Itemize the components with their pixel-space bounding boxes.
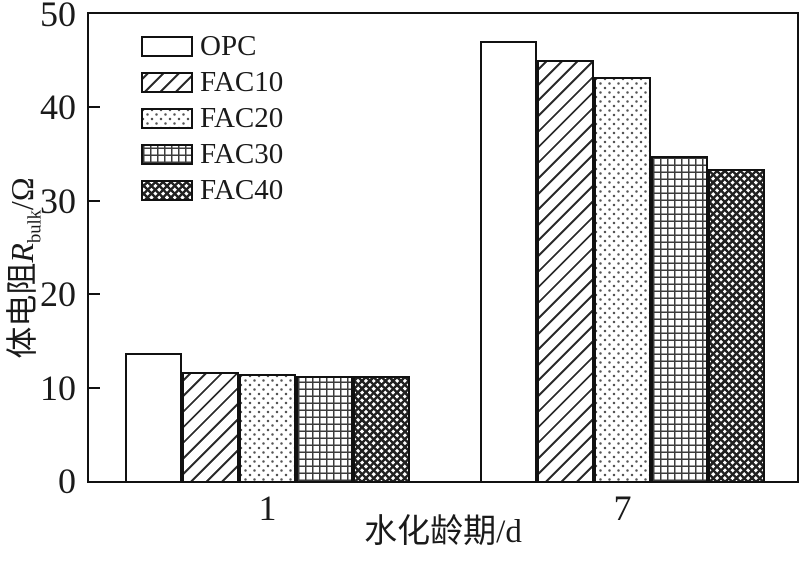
legend-label-fac20: FAC20 [200, 102, 284, 134]
y-tick-mark-30 [89, 199, 100, 202]
legend-item-opc: OPC [141, 28, 283, 64]
legend-label-fac30: FAC30 [200, 138, 284, 170]
legend: OPC FAC10 FAC20 FAC30 FAC40 [141, 28, 283, 208]
y-axis-title-symbol: R [4, 243, 40, 263]
legend-swatch-fac30 [141, 143, 193, 165]
legend-swatch-fac20 [141, 107, 193, 129]
bar-fac10-7 [537, 60, 594, 481]
y-tick-label-40: 40 [40, 87, 76, 128]
bar-fac30-7 [651, 156, 708, 481]
x-tick-label-7: 7 [613, 488, 632, 528]
legend-swatch-fac40 [141, 179, 193, 201]
y-axis-title-subscript: bulk [24, 210, 46, 244]
y-axis-title: 体电阻Rbulk/Ω [0, 118, 46, 418]
legend-item-fac30: FAC30 [141, 136, 283, 172]
y-tick-label-0: 0 [58, 461, 76, 501]
y-tick-mark-40 [89, 106, 100, 109]
bar-fac20-7 [594, 77, 651, 481]
legend-label-fac40: FAC40 [200, 174, 284, 206]
bar-opc-1 [125, 353, 182, 481]
bar-fac30-1 [296, 376, 353, 481]
legend-item-fac40: FAC40 [141, 172, 283, 208]
legend-label-fac10: FAC10 [200, 66, 284, 98]
plot-area: OPC FAC10 FAC20 FAC30 FAC40 [87, 12, 799, 483]
bar-fac40-7 [708, 169, 765, 481]
bar-fac20-1 [239, 374, 296, 481]
x-tick-label-1: 1 [258, 488, 277, 528]
legend-label-opc: OPC [200, 30, 257, 62]
y-tick-label-10: 10 [40, 367, 76, 408]
y-tick-mark-10 [89, 386, 100, 389]
bar-fac40-1 [353, 376, 410, 481]
y-tick-mark-20 [89, 293, 100, 296]
y-tick-label-50: 50 [40, 0, 76, 34]
legend-item-fac20: FAC20 [141, 100, 283, 136]
y-tick-label-20: 20 [40, 274, 76, 315]
y-tick-label-30: 30 [40, 180, 76, 221]
y-axis-title-suffix: /Ω [4, 177, 40, 211]
bar-fac10-1 [182, 372, 239, 481]
legend-swatch-fac10 [141, 71, 193, 93]
y-axis-title-prefix: 体电阻 [4, 262, 40, 359]
legend-item-fac10: FAC10 [141, 64, 283, 100]
x-axis-title: 水化龄期/d [364, 514, 522, 550]
legend-swatch-opc [141, 35, 193, 57]
bar-opc-7 [480, 41, 537, 481]
